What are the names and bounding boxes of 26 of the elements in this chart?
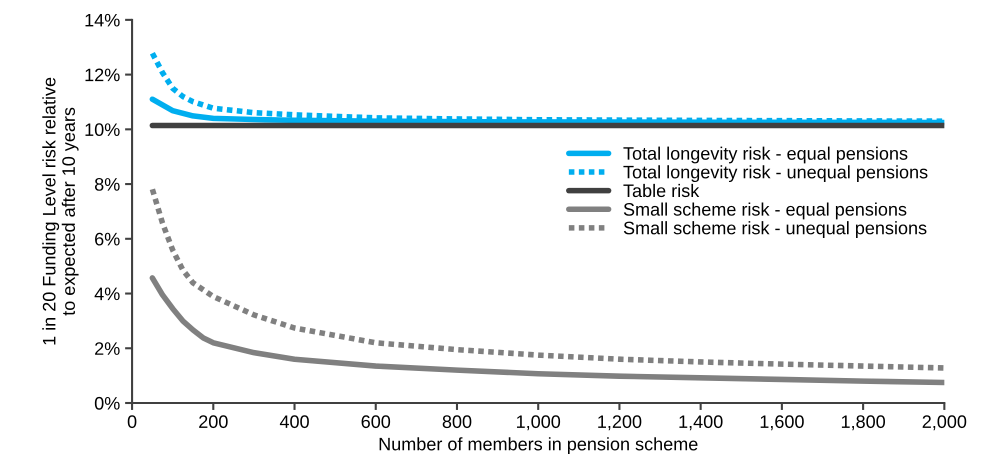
y-axis-title: 1 in 20 Funding Level risk relative to expected after 10 years	[42, 78, 79, 345]
legend-label: Total longevity risk - unequal pensions	[623, 165, 928, 182]
x-tick-label: 0	[128, 415, 136, 428]
legend-label: Table risk	[623, 184, 700, 198]
x-tick-label: 1,800	[842, 415, 886, 430]
x-tick-label: 400	[280, 415, 309, 428]
legend-label: Total longevity risk - equal pensions	[623, 146, 908, 164]
y-tick-label: 6%	[95, 232, 120, 246]
y-tick-label: 0%	[94, 396, 120, 410]
x-tick-label: 600	[362, 415, 390, 428]
x-tick-label: 800	[442, 415, 472, 428]
y-tick-label: 4%	[94, 288, 120, 300]
x-tick-label: 1,600	[760, 415, 804, 430]
y-tick-label: 8%	[94, 178, 120, 191]
x-tick-label: 1,000	[516, 415, 560, 430]
legend-label: Small scheme risk - equal pensions	[624, 202, 906, 220]
x-tick-label: 1,400	[679, 415, 723, 430]
x-axis-title: Number of members in pension scheme	[380, 437, 698, 454]
legend-label: Small scheme risk - unequal pensions	[624, 221, 926, 238]
y-tick-label: 10%	[86, 123, 120, 136]
x-tick-label: 200	[199, 415, 228, 428]
y-tick-label: 2%	[95, 342, 120, 355]
x-tick-label: 1,200	[598, 415, 642, 430]
y-tick-label: 12%	[86, 68, 120, 82]
x-tick-label: 2,000	[922, 415, 966, 430]
y-tick-label: 14%	[86, 14, 120, 27]
